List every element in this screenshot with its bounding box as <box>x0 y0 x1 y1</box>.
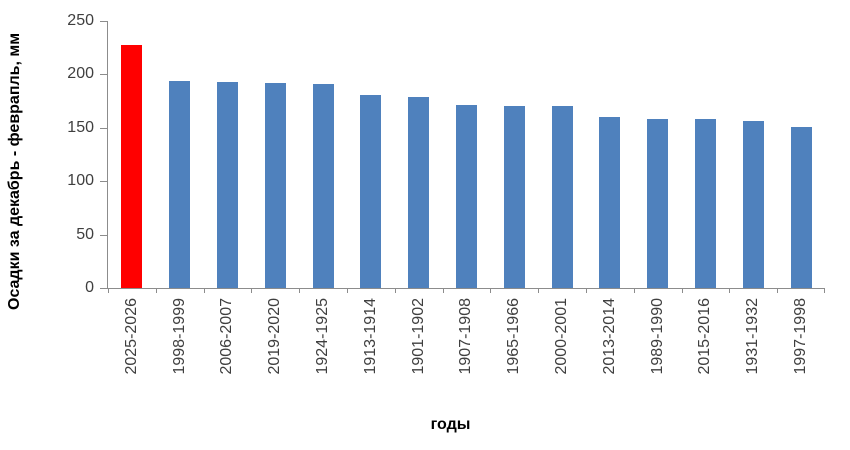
x-tick-label-text: 1998-1999 <box>170 298 188 375</box>
bar <box>599 117 621 288</box>
y-axis-tick <box>100 181 107 182</box>
bar <box>695 119 716 288</box>
bar <box>217 81 238 288</box>
x-tick-label: 2019-2020 <box>251 298 299 398</box>
bar <box>742 121 764 288</box>
x-tick-label: 2013-2014 <box>586 298 634 398</box>
x-tick-label: 1965-1966 <box>490 298 538 398</box>
x-tick-label-text: 2006-2007 <box>218 298 236 375</box>
bar <box>312 84 334 288</box>
y-axis-tick <box>100 21 107 22</box>
x-tick-label: 1907-1908 <box>443 298 491 398</box>
x-tick-label-text: 1901-1902 <box>409 298 427 375</box>
x-tick-label-text: 1924-1925 <box>314 298 332 375</box>
y-tick-label: 100 <box>67 172 94 190</box>
x-tick-label-text: 1913-1914 <box>361 298 379 375</box>
x-axis-tick <box>108 289 109 293</box>
bar <box>456 105 477 288</box>
bar <box>408 96 430 288</box>
plot-area: 2025-2026 1998-1999 2006-2007 2019-2020 1924… <box>100 21 825 375</box>
x-tick-label: 2015-2016 <box>682 298 730 398</box>
y-axis-tick <box>100 74 107 75</box>
bar <box>264 82 286 288</box>
x-axis-tick <box>682 289 683 293</box>
x-tick-label-text: 1997-1998 <box>792 298 810 375</box>
x-tick-label: 2006-2007 <box>204 298 252 398</box>
y-tick-label: 0 <box>85 279 94 296</box>
bar <box>169 80 191 288</box>
x-tick-label: 2025-2026 <box>108 298 156 398</box>
y-axis-tick <box>100 235 107 236</box>
x-tick-label-text: 1965-1966 <box>505 298 523 375</box>
x-tick-label: 1997-1998 <box>777 298 825 398</box>
x-axis-tick <box>824 289 825 293</box>
x-axis-tick <box>538 289 539 293</box>
bar <box>551 106 573 288</box>
x-axis-tick <box>156 289 157 293</box>
x-tick-label-text: 1907-1908 <box>457 298 475 375</box>
x-axis-tick <box>299 289 300 293</box>
y-tick-label: 150 <box>67 118 94 136</box>
x-tick-label-text: 1989-1990 <box>648 298 666 375</box>
bar <box>790 126 812 288</box>
y-tick-label: 50 <box>76 225 94 243</box>
x-axis-tick <box>777 289 778 293</box>
bar-highlight <box>121 44 143 288</box>
x-tick-label: 1998-1999 <box>156 298 204 398</box>
x-tick-label: 1901-1902 <box>395 298 443 398</box>
x-axis-tick <box>251 289 252 293</box>
x-tick-label-text: 2019-2020 <box>266 298 284 375</box>
x-tick-label: 1913-1914 <box>347 298 395 398</box>
x-axis-tick <box>347 289 348 293</box>
x-axis-tick <box>729 289 730 293</box>
y-tick-label: 200 <box>67 65 94 83</box>
x-tick-label-text: 2013-2014 <box>600 298 618 375</box>
bar <box>503 106 525 288</box>
y-tick-label: 250 <box>67 12 94 29</box>
x-axis-tick <box>443 289 444 293</box>
x-axis-tick <box>634 289 635 293</box>
y-axis-tick <box>100 128 107 129</box>
x-tick-label: 1989-1990 <box>634 298 682 398</box>
x-tick-label: 1931-1932 <box>729 298 777 398</box>
x-tick-label-text: 2000-2001 <box>553 298 571 375</box>
x-tick-label: 1924-1925 <box>299 298 347 398</box>
x-tick-label-text: 2025-2026 <box>122 298 140 375</box>
bar <box>647 119 669 288</box>
x-axis-tick <box>490 289 491 293</box>
x-axis-title: годы <box>430 416 471 433</box>
y-axis-tick <box>100 288 107 289</box>
x-axis-tick <box>204 289 205 293</box>
bar <box>360 94 382 288</box>
x-axis-tick <box>395 289 396 293</box>
x-tick-label: 2000-2001 <box>538 298 586 398</box>
x-tick-label-text: 2015-2016 <box>696 298 714 375</box>
x-tick-label-text: 1931-1932 <box>744 298 762 375</box>
x-axis-tick <box>586 289 587 293</box>
